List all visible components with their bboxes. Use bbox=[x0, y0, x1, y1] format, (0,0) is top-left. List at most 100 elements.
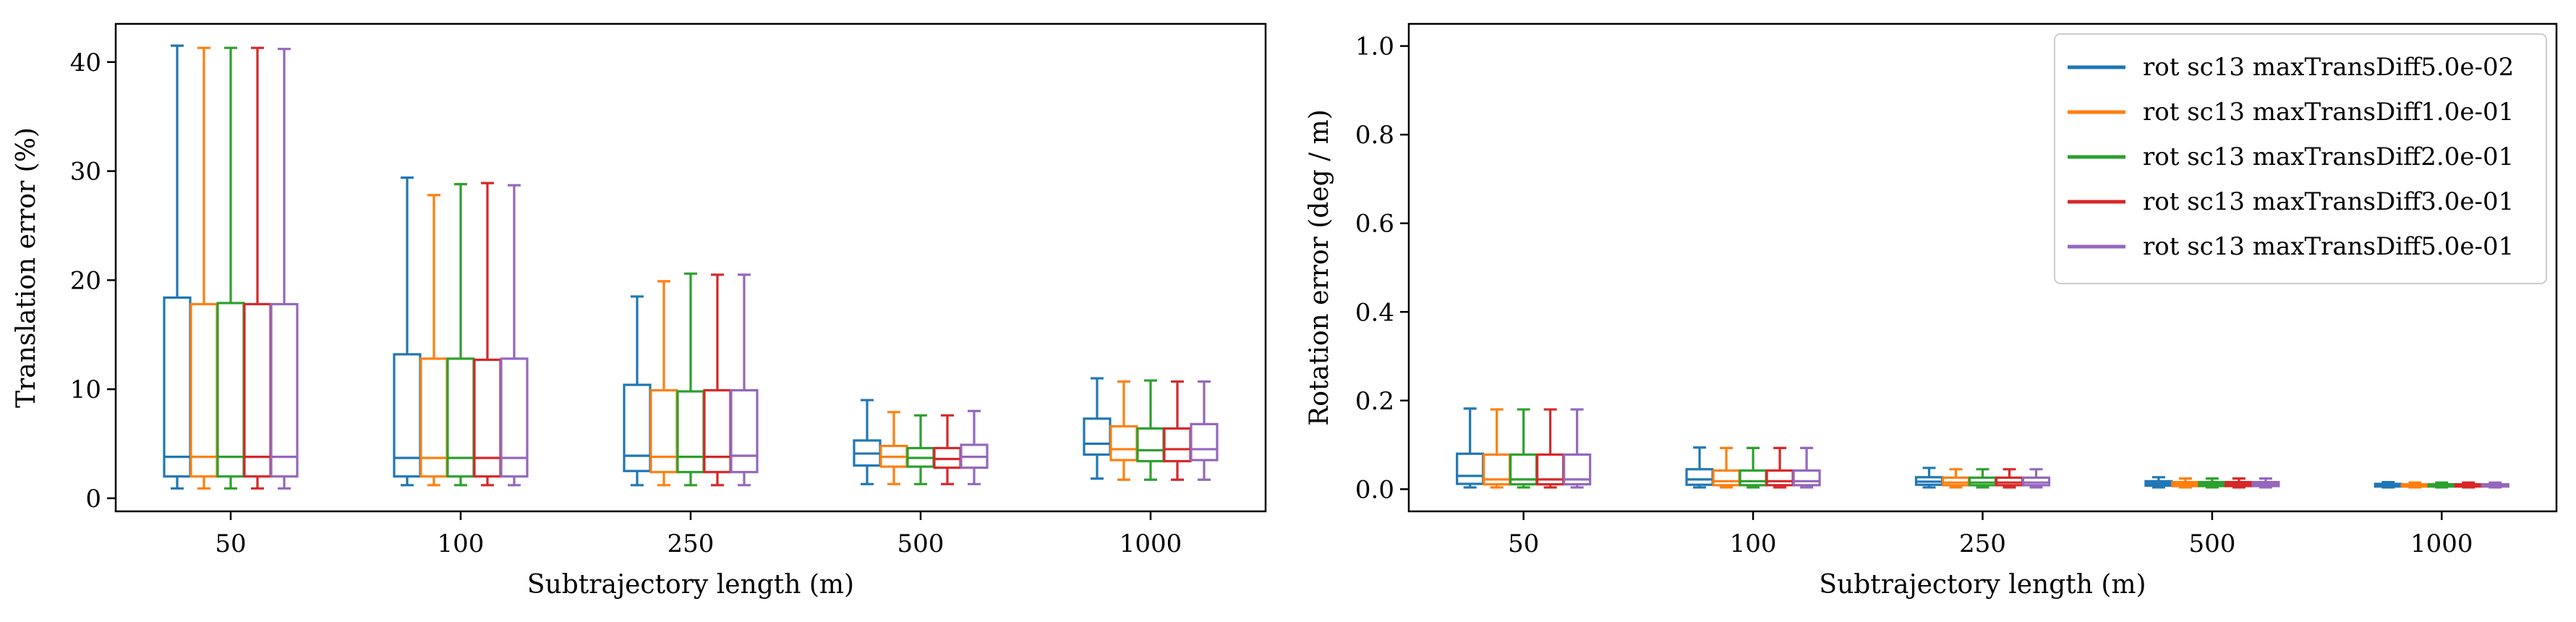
chart-panel-2: 0.0 0.2 0.4 0.6 0.8 1.0 50 100 250 500 1000 Subtraj… bbox=[1305, 22, 2558, 600]
box-body bbox=[703, 389, 732, 474]
box-50 bbox=[1509, 408, 1538, 489]
box-100 bbox=[393, 176, 422, 487]
plot-frame bbox=[114, 22, 1267, 513]
box-1000 bbox=[1083, 377, 1112, 480]
box-1000 bbox=[2374, 480, 2402, 489]
box-body bbox=[1083, 417, 1112, 456]
legend-item-3: rot sc13 maxTransDiff2.0e-01 bbox=[2068, 142, 2514, 171]
y-tick-label: 0.6 bbox=[1355, 210, 1394, 239]
box-1000 bbox=[2454, 481, 2483, 489]
box-50 bbox=[270, 48, 299, 490]
x-tick-label: 1000 bbox=[2410, 529, 2473, 558]
box-250 bbox=[623, 295, 652, 487]
legend-label: rot sc13 maxTransDiff5.0e-01 bbox=[2143, 232, 2514, 261]
legend-label: rot sc13 maxTransDiff3.0e-01 bbox=[2143, 187, 2514, 216]
box-body bbox=[649, 389, 678, 474]
chart-panel-1: 0 10 20 30 40 50 100 250 500 1000 Subtrajectory le… bbox=[12, 22, 1267, 600]
box-body bbox=[1739, 469, 1767, 487]
series-2 bbox=[189, 46, 1138, 490]
box-1000 bbox=[2481, 481, 2509, 489]
x-tick-label: 50 bbox=[1508, 529, 1539, 558]
box-500 bbox=[2171, 477, 2200, 489]
series-1 bbox=[1456, 407, 2402, 489]
box-100 bbox=[1765, 446, 1794, 489]
box-body bbox=[1163, 427, 1192, 463]
legend-item-5: rot sc13 maxTransDiff5.0e-01 bbox=[2068, 232, 2514, 261]
box-500 bbox=[960, 409, 989, 485]
legend-box bbox=[2054, 33, 2547, 284]
y-tick-label: 0.0 bbox=[1355, 475, 1394, 504]
y-tick-label: 0.4 bbox=[1355, 298, 1394, 327]
box-1000 bbox=[1109, 380, 1138, 481]
series-3 bbox=[216, 46, 1165, 490]
box-250 bbox=[1968, 468, 1997, 489]
legend-label: rot sc13 maxTransDiff2.0e-01 bbox=[2143, 142, 2514, 171]
box-100 bbox=[1792, 446, 1821, 489]
box-100 bbox=[1685, 446, 1714, 489]
box-100 bbox=[1712, 446, 1741, 489]
box-500 bbox=[906, 414, 935, 485]
series-2 bbox=[1483, 408, 2429, 489]
box-1000 bbox=[2427, 481, 2456, 489]
box-body bbox=[1792, 469, 1821, 487]
box-50 bbox=[1483, 408, 1511, 489]
box-body bbox=[270, 302, 299, 478]
y-tick-label: 0.8 bbox=[1355, 121, 1394, 150]
y-tick-label: 0.2 bbox=[1355, 387, 1394, 416]
x-tick-label: 250 bbox=[1959, 529, 2006, 558]
box-50 bbox=[163, 44, 192, 490]
y-tick-label: 40 bbox=[70, 48, 101, 77]
x-tick-label: 1000 bbox=[1119, 529, 1182, 558]
x-tick-label: 500 bbox=[2188, 529, 2235, 558]
x-tick-label: 50 bbox=[215, 529, 246, 558]
box-50 bbox=[189, 46, 218, 490]
series-1 bbox=[163, 44, 1112, 490]
series-4 bbox=[1536, 408, 2483, 489]
box-500 bbox=[2144, 476, 2173, 489]
box-250 bbox=[703, 273, 732, 487]
y-tick-label: 1.0 bbox=[1355, 33, 1394, 61]
x-axis-label: Subtrajectory length (m) bbox=[1819, 570, 2146, 600]
y-axis-label: Rotation error (deg / m) bbox=[1305, 109, 1334, 426]
box-body bbox=[1456, 452, 1485, 485]
box-500 bbox=[2225, 477, 2253, 489]
box-body bbox=[243, 302, 272, 478]
box-1000 bbox=[1136, 379, 1165, 481]
box-100 bbox=[446, 183, 475, 487]
box-250 bbox=[1995, 468, 2024, 489]
x-tick-label: 100 bbox=[1730, 529, 1777, 558]
box-500 bbox=[879, 411, 908, 485]
box-50 bbox=[243, 46, 272, 490]
box-250 bbox=[730, 273, 759, 487]
legend: rot sc13 maxTransDiff5.0e-02 rot sc13 max… bbox=[2054, 33, 2547, 284]
box-50 bbox=[216, 46, 245, 490]
series-3 bbox=[1509, 408, 2456, 489]
box-body bbox=[216, 302, 245, 478]
box-500 bbox=[2251, 477, 2280, 489]
box-250 bbox=[2021, 468, 2051, 489]
box-body bbox=[1109, 425, 1138, 461]
box-250 bbox=[676, 272, 705, 487]
box-body bbox=[676, 390, 705, 474]
box-body bbox=[1765, 469, 1794, 487]
box-100 bbox=[500, 184, 529, 487]
box-50 bbox=[1456, 407, 1485, 489]
legend-label: rot sc13 maxTransDiff1.0e-01 bbox=[2143, 98, 2514, 127]
x-tick-label: 500 bbox=[897, 529, 944, 558]
box-body bbox=[1563, 453, 1592, 486]
box-body bbox=[1685, 468, 1714, 486]
y-axis-label: Translation error (%) bbox=[12, 127, 41, 408]
series-5 bbox=[270, 48, 1219, 490]
legend-label: rot sc13 maxTransDiff5.0e-02 bbox=[2143, 53, 2514, 82]
box-100 bbox=[1739, 446, 1767, 489]
y-tick-label: 10 bbox=[70, 375, 101, 404]
box-250 bbox=[1914, 466, 1944, 489]
box-body bbox=[163, 296, 192, 478]
y-tick-label: 30 bbox=[70, 158, 101, 187]
y-tick-label: 0 bbox=[85, 485, 101, 514]
box-500 bbox=[933, 414, 962, 485]
x-axis-label: Subtrajectory length (m) bbox=[527, 570, 854, 600]
series-4 bbox=[243, 46, 1192, 490]
box-500 bbox=[853, 399, 882, 485]
